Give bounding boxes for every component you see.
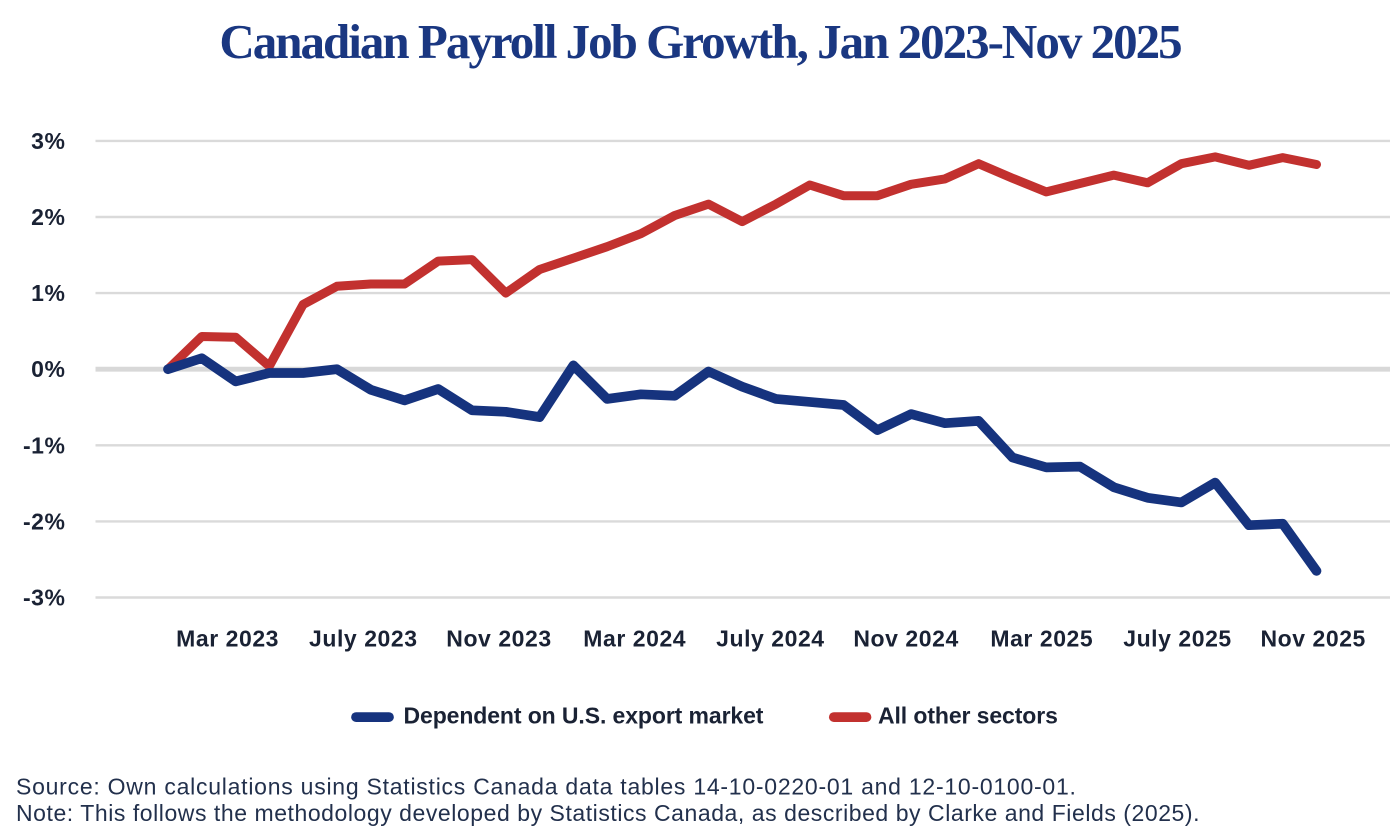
svg-text:July 2024: July 2024 [716, 625, 825, 651]
svg-text:All other sectors: All other sectors [878, 703, 1058, 729]
svg-text:Nov 2024: Nov 2024 [853, 625, 958, 651]
svg-text:-1%: -1% [23, 432, 66, 458]
svg-text:-2%: -2% [23, 508, 66, 534]
svg-text:Mar 2025: Mar 2025 [990, 625, 1093, 651]
svg-text:0%: 0% [31, 356, 65, 382]
svg-text:-3%: -3% [23, 585, 66, 611]
svg-text:Mar 2024: Mar 2024 [583, 625, 686, 651]
svg-text:Dependent on U.S. export marke: Dependent on U.S. export market [404, 703, 764, 729]
svg-text:July 2023: July 2023 [309, 625, 418, 651]
svg-text:Note: This follows the methodo: Note: This follows the methodology devel… [16, 800, 1200, 826]
svg-text:2%: 2% [31, 204, 65, 230]
svg-text:Source: Own calculations using: Source: Own calculations using Statistic… [16, 774, 1077, 800]
svg-text:1%: 1% [31, 280, 65, 306]
svg-text:Canadian Payroll Job Growth, J: Canadian Payroll Job Growth, Jan 2023-No… [219, 14, 1181, 69]
svg-text:Nov 2023: Nov 2023 [446, 625, 551, 651]
svg-text:July 2025: July 2025 [1123, 625, 1232, 651]
svg-text:Mar 2023: Mar 2023 [176, 625, 279, 651]
svg-text:3%: 3% [31, 128, 65, 154]
svg-text:Nov 2025: Nov 2025 [1260, 625, 1365, 651]
